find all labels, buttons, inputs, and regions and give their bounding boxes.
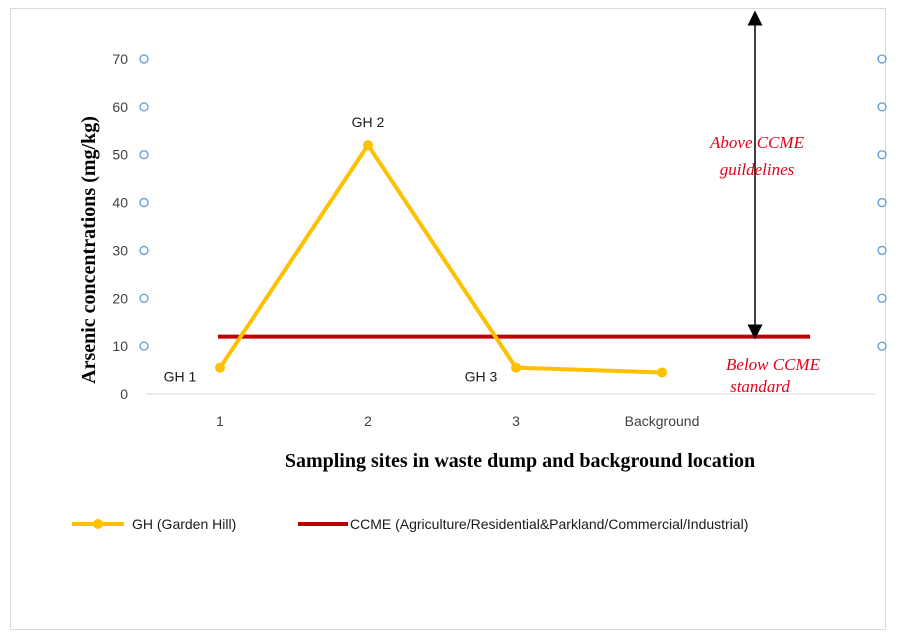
x-tick-label: Background	[625, 413, 700, 429]
legend-entry-ccme[interactable]: CCME (Agriculture/Residential&Parkland/C…	[298, 516, 748, 532]
right-axis-marker	[877, 150, 887, 160]
data-point-gh	[215, 362, 225, 373]
y-tick-label: 0	[120, 386, 128, 402]
legend-label-gh: GH (Garden Hill)	[132, 516, 236, 532]
y-axis-marker	[139, 341, 149, 351]
right-axis-marker	[877, 341, 887, 351]
x-tick-label: 2	[364, 413, 372, 429]
y-axis-title: Arsenic concentrations (mg/kg)	[78, 116, 100, 384]
y-axis-marker	[139, 54, 149, 64]
y-axis-marker	[139, 197, 149, 208]
x-axis-ticks: 1 2 3 Background	[146, 393, 876, 429]
y-tick-label: 20	[112, 290, 128, 306]
y-tick-label: 60	[112, 99, 128, 115]
y-axis-ticks: 0 10 20 30 40 50 60 70	[112, 51, 149, 402]
y-tick-label: 50	[112, 147, 128, 163]
data-label-gh: GH 3	[465, 369, 498, 385]
annotation-below-2: standard	[730, 377, 790, 396]
annotation-above-1: Above CCME	[709, 133, 805, 152]
right-axis-marker	[877, 245, 887, 256]
x-axis-title: Sampling sites in waste dump and backgro…	[285, 450, 755, 472]
legend-label-ccme: CCME (Agriculture/Residential&Parkland/C…	[350, 516, 748, 532]
y-tick-label: 70	[112, 51, 128, 67]
data-point-gh	[363, 140, 373, 151]
right-axis-marker	[877, 102, 887, 112]
x-tick-label: 1	[216, 413, 224, 429]
series-group: GH 1 GH 2 GH 3	[164, 114, 810, 385]
annotation-below-1: Below CCME	[726, 355, 821, 374]
data-point-gh	[511, 362, 521, 373]
y-axis-marker	[139, 245, 149, 256]
legend: GH (Garden Hill) CCME (Agriculture/Resid…	[72, 516, 748, 532]
right-axis-marker	[877, 197, 887, 208]
y-tick-label: 30	[112, 242, 128, 258]
y-axis-marker	[139, 150, 149, 160]
y-axis-marker	[139, 293, 149, 303]
data-point-gh	[657, 367, 667, 378]
secondary-axis-markers	[877, 54, 887, 351]
right-axis-marker	[877, 293, 887, 303]
right-axis-marker	[877, 54, 887, 64]
legend-entry-gh[interactable]: GH (Garden Hill)	[72, 516, 236, 532]
y-tick-label: 40	[112, 195, 128, 211]
y-tick-label: 10	[112, 338, 128, 354]
series-gh-line	[218, 143, 663, 375]
data-label-gh: GH 2	[352, 114, 385, 130]
data-label-gh: GH 1	[164, 369, 197, 385]
legend-swatch-gh-marker	[93, 519, 103, 529]
chart-frame	[10, 8, 886, 630]
x-tick-label: 3	[512, 413, 520, 429]
annotation-above-2: guildelines	[720, 160, 795, 179]
y-axis-marker	[139, 102, 149, 112]
